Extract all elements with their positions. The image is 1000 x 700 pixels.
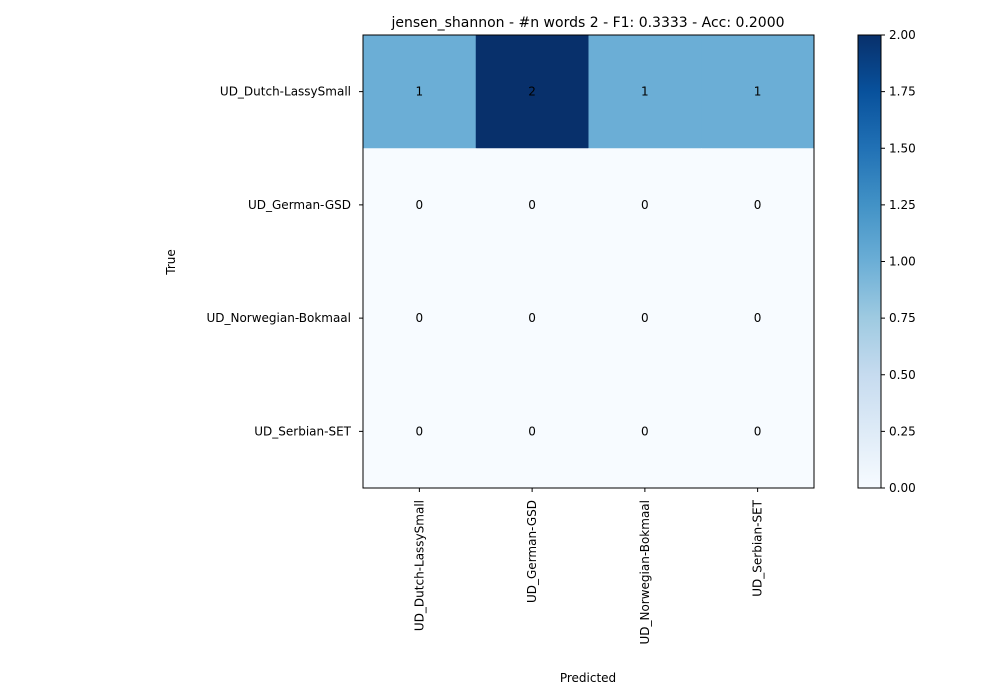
heatmap-cell [363, 374, 477, 489]
cell-value-label: 0 [641, 198, 649, 212]
heatmap-cell [363, 35, 477, 149]
cell-value-label: 1 [754, 85, 762, 99]
cell-value-label: 1 [641, 85, 649, 99]
colorbar-tick-label: 1.00 [889, 255, 916, 269]
x-tick-label: UD_German-GSD [525, 500, 539, 603]
heatmap-cell [363, 148, 477, 262]
cell-value-label: 0 [528, 198, 536, 212]
colorbar-ticks: 0.00 0.25 0.50 0.75 1.00 1.25 1.50 1.75 2.00 [881, 28, 916, 495]
chart-title: jensen_shannon - #n words 2 - F1: 0.3333… [390, 15, 784, 31]
heatmap-cell [363, 261, 477, 376]
colorbar-tick-label: 2.00 [889, 28, 916, 42]
colorbar-tick-label: 0.75 [889, 311, 916, 325]
x-tick-label: UD_Dutch-LassySmall [412, 500, 426, 631]
y-axis-label: True [164, 249, 178, 276]
colorbar-tick-label: 1.25 [889, 198, 916, 212]
colorbar-tick-label: 0.00 [889, 481, 916, 495]
heatmap-cell [475, 35, 589, 149]
cell-value-label: 0 [416, 311, 424, 325]
y-axis-ticks: UD_Dutch-LassySmall UD_German-GSD UD_Norwe… [206, 85, 363, 438]
cell-value-label: 0 [641, 424, 649, 438]
x-axis-ticks: UD_Dutch-LassySmall UD_German-GSD UD_Norwe… [412, 488, 765, 645]
y-tick-label: UD_Norwegian-Bokmaal [206, 311, 351, 325]
y-tick-label: UD_Serbian-SET [254, 424, 351, 438]
cell-value-label: 0 [641, 311, 649, 325]
heatmap-cell [701, 148, 815, 262]
heatmap-cell [701, 374, 815, 489]
colorbar-tick-label: 1.75 [889, 85, 916, 99]
y-tick-label: UD_German-GSD [248, 198, 351, 212]
cell-value-label: 2 [528, 85, 536, 99]
heatmap-cells [363, 35, 815, 489]
heatmap-cell [475, 148, 589, 262]
x-tick-label: UD_Serbian-SET [751, 499, 765, 596]
heatmap-cell [701, 261, 815, 376]
heatmap-cell [588, 374, 702, 489]
cell-value-label: 1 [416, 85, 424, 99]
heatmap-cell [588, 35, 702, 149]
cell-value-label: 0 [528, 424, 536, 438]
heatmap-cell [588, 261, 702, 376]
colorbar-tick-label: 0.25 [889, 424, 916, 438]
cell-value-labels: 1 2 1 1 0 0 0 0 0 0 0 0 0 0 0 0 [416, 85, 762, 439]
y-tick-label: UD_Dutch-LassySmall [220, 85, 351, 99]
plot-frame [362, 34, 815, 489]
heatmap-cell [701, 35, 815, 149]
colorbar-tick-label: 1.50 [889, 141, 916, 155]
x-axis-label: Predicted [560, 671, 616, 685]
colorbar [857, 34, 882, 489]
cell-value-label: 0 [754, 424, 762, 438]
colorbar-tick-label: 0.50 [889, 368, 916, 382]
cell-value-label: 0 [528, 311, 536, 325]
heatmap-cell [588, 148, 702, 262]
cell-value-label: 0 [416, 198, 424, 212]
heatmap-cell [475, 261, 589, 376]
cell-value-label: 0 [754, 198, 762, 212]
heatmap-cell [475, 374, 589, 489]
cell-value-label: 0 [754, 311, 762, 325]
x-tick-label: UD_Norwegian-Bokmaal [638, 500, 652, 645]
cell-value-label: 0 [416, 424, 424, 438]
